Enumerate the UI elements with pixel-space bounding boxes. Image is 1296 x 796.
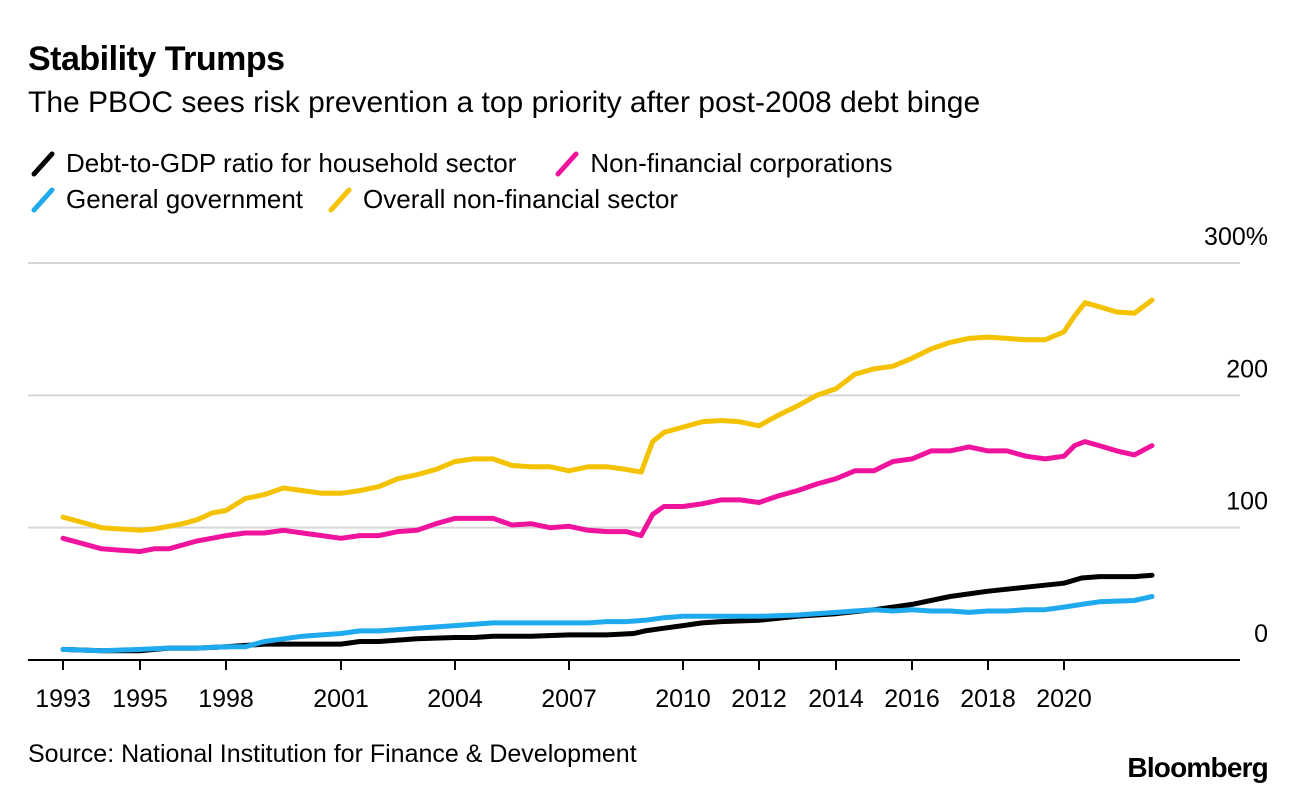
bloomberg-logo: Bloomberg [1127,752,1268,783]
x-tick-label: 2010 [655,685,711,713]
x-tick-label: 2004 [427,685,483,713]
legend-item-corporations: Non-financial corporations [552,148,892,179]
x-tick-label: 2020 [1036,685,1092,713]
legend-swatch-government [31,187,55,212]
series-line-household [60,572,1155,654]
legend-label-government: General government [66,184,304,214]
gridlines [28,262,1240,529]
x-tick-label: 2007 [541,685,597,713]
x-tick-label: 1993 [35,685,91,713]
x-tick-label: 1995 [112,685,168,713]
legend-swatch-household [31,151,55,176]
y-axis-labels: 300% 200 100 0 [1204,223,1268,648]
legend-row-1: Debt-to-GDP ratio for household sector N… [28,148,912,179]
legend-label-corporations: Non-financial corporations [590,148,893,178]
x-tick-label: 2001 [313,685,369,713]
x-tick-label: 1998 [198,685,254,713]
y-tick-label: 200 [1226,355,1268,383]
series-line-overall [60,297,1155,533]
series-lines [60,297,1155,654]
x-tick-label: 2014 [808,685,864,713]
x-tick-label: 2012 [731,685,787,713]
series-line-corporations [60,439,1155,554]
series-line-government [60,594,1155,654]
x-tick-label: 2018 [960,685,1016,713]
legend-swatch-overall [328,187,352,212]
legend-swatch-corporations [555,151,579,176]
y-tick-label: 300% [1204,223,1268,251]
legend-item-household: Debt-to-GDP ratio for household sector [28,148,516,179]
y-tick-label: 100 [1226,488,1268,516]
legend-row-2: General government Overall non-financial… [28,184,698,215]
legend-item-government: General government [28,184,303,215]
y-tick-label: 0 [1254,620,1268,648]
legend-label-household: Debt-to-GDP ratio for household sector [66,148,517,178]
x-tick-label: 2016 [884,685,940,713]
legend-item-overall: Overall non-financial sector [325,184,678,215]
source-note: Source: National Institution for Finance… [28,740,637,768]
chart-title: Stability Trumps [28,40,285,78]
legend-label-overall: Overall non-financial sector [363,184,679,214]
chart-subtitle: The PBOC sees risk prevention a top prio… [28,86,981,119]
x-axis: 1993 1995 1998 2001 2004 2007 2010 2012 2014 2016… [28,659,1240,713]
